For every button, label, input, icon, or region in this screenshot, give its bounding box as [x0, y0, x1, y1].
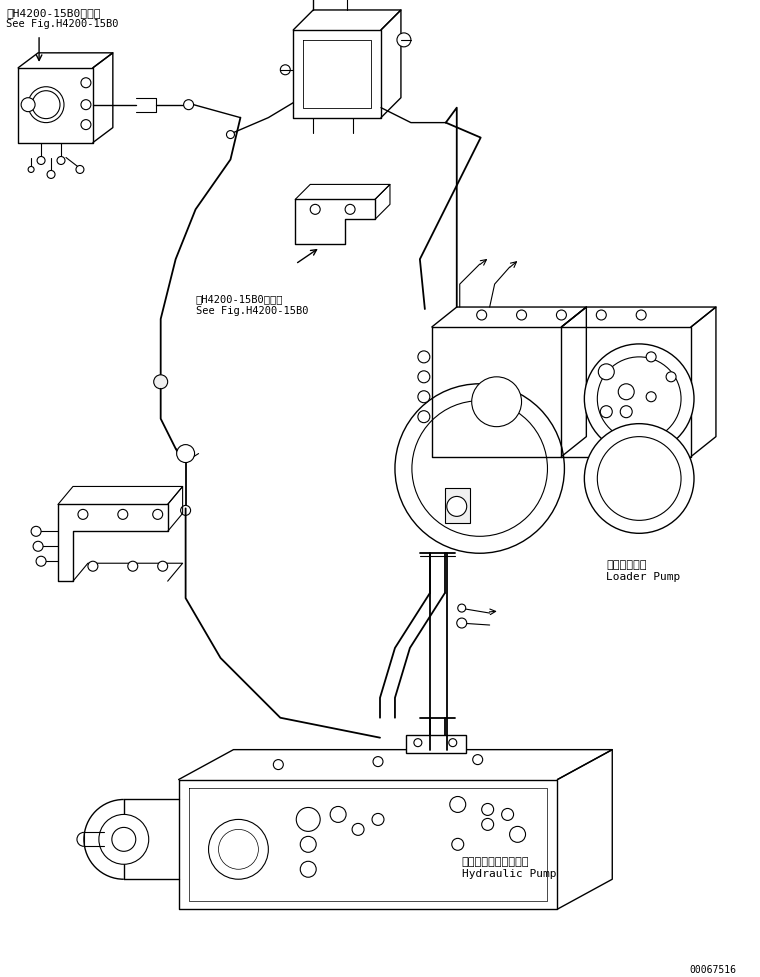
- Circle shape: [158, 561, 168, 572]
- Circle shape: [21, 98, 35, 111]
- Circle shape: [310, 204, 320, 214]
- Circle shape: [47, 170, 55, 179]
- Circle shape: [31, 527, 41, 536]
- Circle shape: [280, 64, 290, 75]
- Circle shape: [300, 836, 316, 852]
- Circle shape: [57, 156, 65, 164]
- Circle shape: [345, 204, 355, 214]
- Circle shape: [618, 384, 634, 400]
- Circle shape: [28, 166, 34, 173]
- Circle shape: [372, 814, 384, 826]
- Circle shape: [153, 509, 163, 520]
- Circle shape: [636, 310, 646, 320]
- Circle shape: [598, 363, 614, 380]
- Circle shape: [395, 384, 565, 553]
- Circle shape: [418, 391, 430, 403]
- Circle shape: [418, 351, 430, 362]
- Circle shape: [458, 604, 466, 612]
- Circle shape: [300, 862, 316, 877]
- Circle shape: [373, 756, 383, 767]
- Circle shape: [584, 424, 694, 533]
- Circle shape: [556, 310, 566, 320]
- Circle shape: [597, 357, 681, 441]
- Circle shape: [219, 829, 258, 870]
- Circle shape: [76, 165, 84, 174]
- Circle shape: [600, 405, 613, 418]
- Circle shape: [296, 807, 320, 831]
- Circle shape: [477, 310, 486, 320]
- Circle shape: [482, 803, 494, 816]
- Circle shape: [482, 819, 494, 830]
- Circle shape: [274, 759, 283, 770]
- Bar: [406, 735, 466, 752]
- Circle shape: [352, 824, 364, 835]
- Circle shape: [646, 352, 656, 361]
- Circle shape: [78, 509, 88, 520]
- Circle shape: [28, 87, 64, 123]
- Circle shape: [36, 556, 46, 567]
- Circle shape: [37, 156, 45, 164]
- Circle shape: [118, 509, 128, 520]
- Text: ローダポンプ: ローダポンプ: [606, 560, 647, 571]
- Circle shape: [620, 405, 632, 418]
- Circle shape: [450, 796, 466, 813]
- Circle shape: [447, 496, 467, 517]
- Circle shape: [418, 410, 430, 423]
- Circle shape: [584, 344, 694, 453]
- Circle shape: [99, 815, 149, 865]
- Circle shape: [184, 100, 194, 109]
- Circle shape: [397, 33, 411, 47]
- Circle shape: [418, 371, 430, 383]
- Circle shape: [597, 437, 681, 521]
- Text: 第H4200-15B0図参照: 第H4200-15B0図参照: [195, 294, 283, 304]
- Circle shape: [330, 806, 346, 823]
- Circle shape: [112, 828, 136, 851]
- Circle shape: [33, 541, 43, 551]
- Circle shape: [510, 827, 526, 842]
- Circle shape: [128, 561, 138, 572]
- Circle shape: [666, 372, 676, 382]
- Circle shape: [457, 618, 467, 628]
- Circle shape: [646, 392, 656, 402]
- Text: ハイドロリックポンプ: ハイドロリックポンプ: [462, 857, 529, 868]
- Text: See Fig.H4200-15B0: See Fig.H4200-15B0: [6, 19, 119, 29]
- Circle shape: [181, 505, 191, 516]
- Circle shape: [449, 739, 457, 746]
- Circle shape: [473, 754, 483, 765]
- Circle shape: [226, 131, 234, 139]
- Text: Loader Pump: Loader Pump: [606, 573, 680, 582]
- Circle shape: [451, 838, 464, 850]
- Text: Hydraulic Pump: Hydraulic Pump: [462, 870, 556, 879]
- Circle shape: [414, 739, 422, 746]
- Bar: [445, 488, 470, 524]
- Circle shape: [597, 310, 606, 320]
- Circle shape: [88, 561, 98, 572]
- Circle shape: [502, 808, 514, 821]
- Circle shape: [472, 377, 521, 427]
- Text: See Fig.H4200-15B0: See Fig.H4200-15B0: [195, 306, 308, 316]
- Circle shape: [81, 100, 91, 109]
- Circle shape: [517, 310, 527, 320]
- Circle shape: [208, 820, 268, 879]
- Circle shape: [412, 401, 547, 536]
- Text: 00067516: 00067516: [689, 965, 736, 975]
- Text: 第H4200-15B0図参照: 第H4200-15B0図参照: [6, 8, 100, 18]
- Circle shape: [154, 375, 168, 389]
- Circle shape: [81, 78, 91, 88]
- Circle shape: [176, 445, 195, 462]
- Circle shape: [81, 119, 91, 130]
